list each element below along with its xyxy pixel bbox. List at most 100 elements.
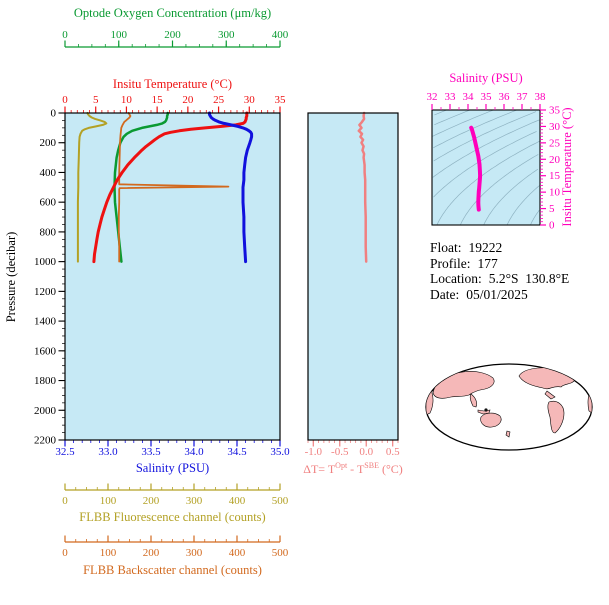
salinity-curve bbox=[208, 111, 254, 264]
continent-se-asia bbox=[469, 393, 477, 408]
svg-text:500: 500 bbox=[272, 547, 289, 559]
ts-salinity-axis: 32 33 34 35 36 37 38 bbox=[427, 91, 546, 110]
svg-text:400: 400 bbox=[229, 495, 246, 507]
svg-text:35: 35 bbox=[481, 91, 493, 103]
svg-text:1400: 1400 bbox=[34, 316, 57, 328]
oxygen-axis-title: Optode Oxygen Concentration (μm/kg) bbox=[73, 6, 272, 20]
svg-text:0: 0 bbox=[62, 495, 68, 507]
location-value: 5.2°S 130.8°E bbox=[488, 271, 570, 286]
isopycnal-contour bbox=[432, 109, 494, 137]
date-label: Date: bbox=[430, 286, 460, 302]
location-line: Location: 5.2°S 130.8°E bbox=[430, 271, 569, 287]
svg-text:15: 15 bbox=[152, 94, 164, 106]
svg-text:5: 5 bbox=[93, 94, 99, 106]
svg-text:2200: 2200 bbox=[34, 435, 57, 447]
svg-text:32.5: 32.5 bbox=[55, 446, 75, 458]
svg-text:0.0: 0.0 bbox=[359, 446, 373, 458]
temperature-axis: 0 5 10 15 20 25 30 35 bbox=[62, 94, 286, 113]
svg-text:-1.0: -1.0 bbox=[305, 446, 323, 458]
continent-australia bbox=[480, 412, 502, 428]
svg-text:200: 200 bbox=[143, 495, 160, 507]
svg-text:0: 0 bbox=[62, 29, 68, 41]
backscatter-axis-title: FLBB Backscatter channel (counts) bbox=[83, 563, 262, 577]
svg-text:0: 0 bbox=[62, 94, 68, 106]
continent-eurasia bbox=[432, 371, 495, 399]
svg-text:34.0: 34.0 bbox=[184, 446, 204, 458]
svg-text:25: 25 bbox=[213, 94, 225, 106]
svg-text:-0.5: -0.5 bbox=[331, 446, 349, 458]
svg-text:25: 25 bbox=[549, 137, 561, 149]
svg-text:35.0: 35.0 bbox=[270, 446, 290, 458]
svg-text:300: 300 bbox=[218, 29, 235, 41]
float-id-label: Float: bbox=[430, 240, 462, 255]
svg-text:30: 30 bbox=[244, 94, 256, 106]
ts-salinity-axis-title: Salinity (PSU) bbox=[449, 71, 523, 85]
svg-text:0: 0 bbox=[62, 547, 68, 559]
salinity-axis-title: Salinity (PSU) bbox=[135, 461, 210, 475]
svg-text:1000: 1000 bbox=[34, 256, 57, 268]
pressure-axis: 0 200 400 600 800 1000 1200 1400 1600 1800 2000 220… bbox=[34, 108, 65, 447]
svg-text:10: 10 bbox=[121, 94, 133, 106]
svg-text:34: 34 bbox=[463, 91, 475, 103]
svg-text:34.5: 34.5 bbox=[227, 446, 247, 458]
isopycnal-contour bbox=[506, 185, 540, 226]
backscatter-axis: 0 100 200 300 400 500 bbox=[62, 535, 289, 559]
delta-t-x-axis: -1.0 -0.5 0.0 0.5 bbox=[305, 440, 400, 458]
ts-plot: 32 33 34 35 36 37 38 0 5 10 15 20 25 30 35 bbox=[427, 91, 561, 232]
float-location-marker bbox=[484, 408, 488, 412]
svg-text:10: 10 bbox=[549, 187, 561, 199]
svg-text:37: 37 bbox=[517, 91, 529, 103]
svg-text:100: 100 bbox=[100, 547, 117, 559]
svg-text:35: 35 bbox=[549, 105, 561, 117]
delta-label-suffix: (°C) bbox=[378, 462, 403, 476]
pressure-axis-title: Pressure (decibar) bbox=[4, 231, 18, 323]
svg-text:0.5: 0.5 bbox=[386, 446, 400, 458]
isopycnal-contour bbox=[434, 109, 447, 116]
svg-text:5: 5 bbox=[549, 203, 555, 215]
svg-text:600: 600 bbox=[40, 197, 57, 209]
svg-text:300: 300 bbox=[186, 547, 203, 559]
date-value: 05/01/2025 bbox=[466, 286, 528, 302]
fluorescence-axis: 0 100 200 300 400 500 bbox=[62, 483, 289, 507]
fluorescence-axis-title: FLBB Fluorescence channel (counts) bbox=[79, 510, 266, 524]
isopycnal-contour bbox=[530, 210, 540, 226]
svg-text:100: 100 bbox=[100, 495, 117, 507]
svg-text:1200: 1200 bbox=[34, 286, 57, 298]
continent-new-zealand bbox=[505, 430, 511, 438]
svg-text:30: 30 bbox=[549, 121, 561, 133]
svg-text:2000: 2000 bbox=[34, 405, 57, 417]
svg-text:36: 36 bbox=[499, 91, 511, 103]
svg-text:300: 300 bbox=[186, 495, 203, 507]
svg-text:200: 200 bbox=[143, 547, 160, 559]
svg-text:0: 0 bbox=[51, 108, 57, 120]
svg-text:32: 32 bbox=[427, 91, 438, 103]
delta-label-sup-sbe: SBE bbox=[364, 461, 379, 470]
isopycnal-contour bbox=[433, 111, 537, 162]
svg-text:33: 33 bbox=[445, 91, 457, 103]
svg-text:400: 400 bbox=[229, 547, 246, 559]
isopycnal-contour bbox=[433, 131, 537, 198]
delta-t-axis-title: ΔT= TOpt - TSBE (°C) bbox=[293, 461, 413, 477]
svg-text:400: 400 bbox=[40, 167, 57, 179]
isopycnal-contour bbox=[483, 168, 539, 226]
isopycnal-contour bbox=[434, 109, 471, 126]
continent-south-america bbox=[547, 400, 565, 434]
isopycnal-contour bbox=[459, 154, 539, 226]
temperature-curve bbox=[92, 111, 249, 264]
svg-text:33.5: 33.5 bbox=[141, 446, 161, 458]
delta-t-plot: -1.0 -0.5 0.0 0.5 bbox=[305, 111, 400, 458]
svg-text:500: 500 bbox=[272, 495, 289, 507]
backscatter-curve bbox=[117, 112, 230, 263]
delta-label-prefix: ΔT= T bbox=[303, 462, 336, 476]
isopycnal-contour bbox=[436, 140, 540, 226]
main-profile-plot: 0200400600800100012001400160018002000220… bbox=[34, 29, 290, 559]
profile-number-value: 177 bbox=[477, 255, 498, 271]
float-id-line: Float: 19222 bbox=[430, 240, 569, 256]
location-label: Location: bbox=[430, 271, 482, 286]
profile-number-label: Profile: bbox=[430, 255, 471, 271]
svg-text:100: 100 bbox=[111, 29, 128, 41]
svg-text:1600: 1600 bbox=[34, 345, 57, 357]
svg-text:1800: 1800 bbox=[34, 375, 57, 387]
